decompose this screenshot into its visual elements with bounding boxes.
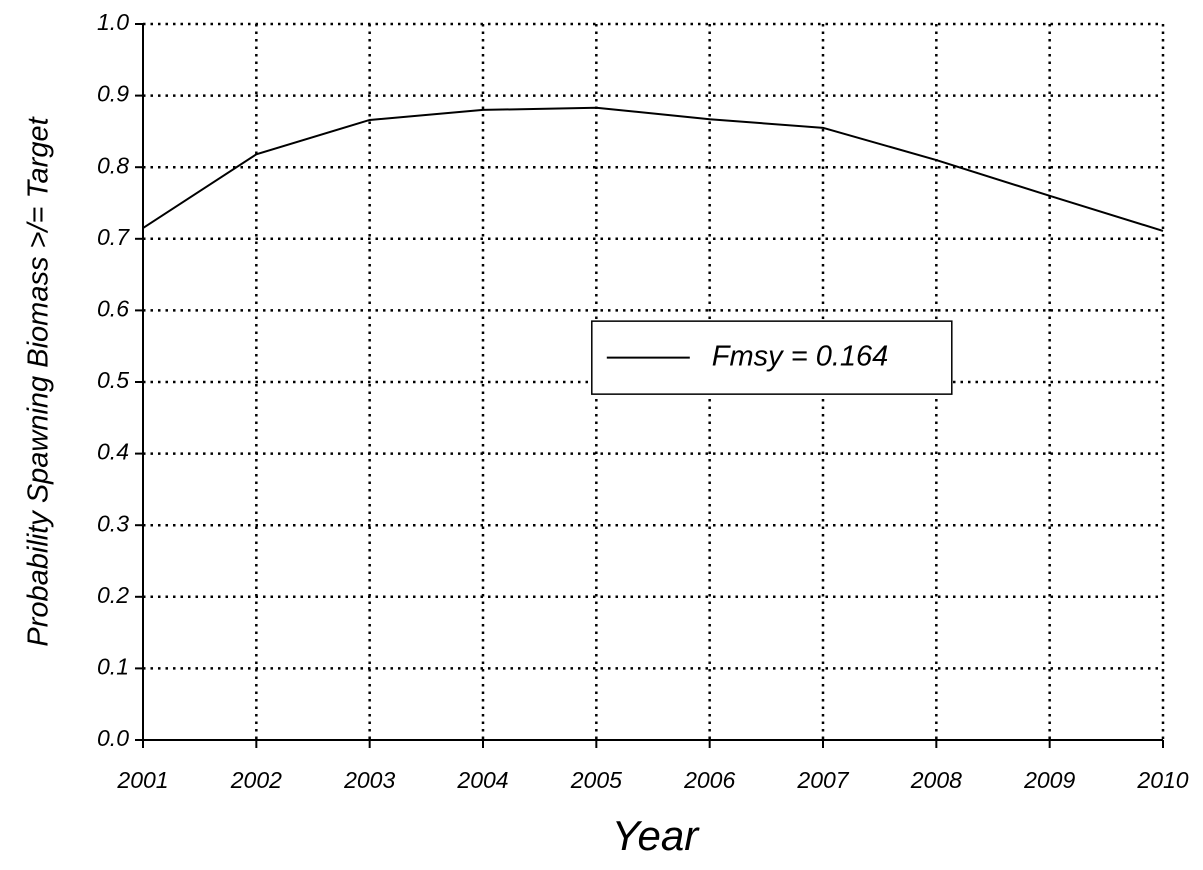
y-tick-label: 0.9: [97, 81, 129, 107]
x-tick-label: 2008: [910, 767, 962, 793]
x-tick-label: 2002: [230, 767, 282, 793]
legend-label: Fmsy = 0.164: [712, 340, 889, 372]
x-tick-label: 2009: [1023, 767, 1075, 793]
x-tick-label: 2004: [456, 767, 508, 793]
x-tick-label: 2010: [1136, 767, 1188, 793]
x-tick-label: 2005: [570, 767, 622, 793]
y-tick-label: 1.0: [97, 9, 129, 35]
x-tick-label: 2007: [796, 767, 849, 793]
data-line: [142, 106, 1164, 232]
x-tick-label: 2003: [343, 767, 395, 793]
y-tick-label: 0.3: [97, 510, 129, 536]
y-tick-label: 0.7: [97, 224, 130, 250]
x-tick-label: 2006: [683, 767, 735, 793]
y-tick-label: 0.1: [97, 653, 129, 679]
y-axis-label: Probability Spawning Biomass >/= Target: [23, 115, 55, 646]
y-tick-label: 0.6: [97, 295, 129, 321]
y-tick-label: 0.2: [97, 582, 129, 608]
y-tick-label: 0.5: [97, 367, 129, 393]
x-tick-label: 2001: [116, 767, 168, 793]
y-tick-label: 0.4: [97, 439, 129, 465]
x-axis-label: Year: [612, 812, 700, 859]
y-tick-label: 0.0: [97, 725, 129, 751]
y-tick-label: 0.8: [97, 152, 129, 178]
